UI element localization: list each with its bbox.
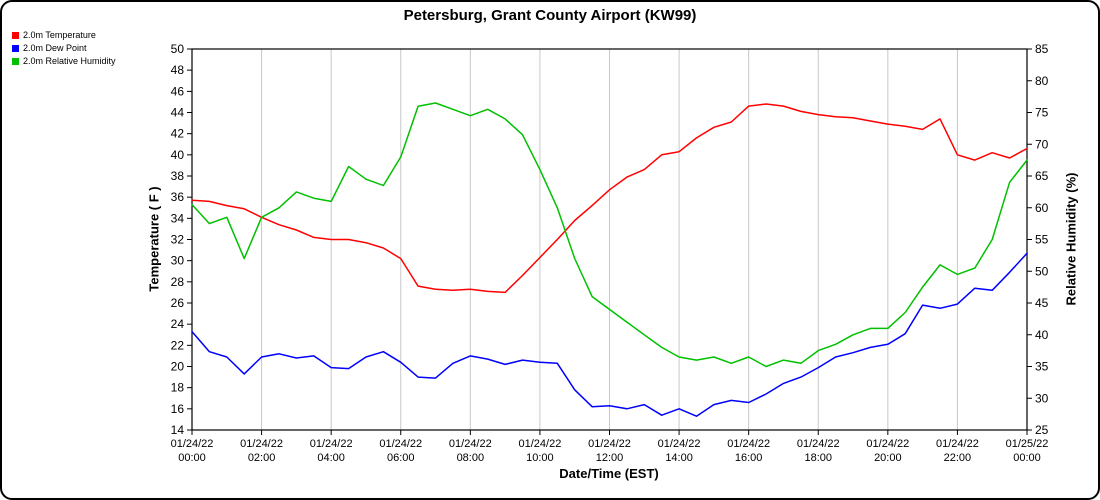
x-axis-title: Date/Time (EST) (559, 466, 659, 481)
x-tick-time-label: 04:00 (317, 452, 345, 464)
left-tick-label: 20 (171, 360, 185, 374)
x-tick-time-label: 00:00 (1013, 452, 1041, 464)
legend-item: 2.0m Temperature (12, 29, 116, 42)
left-tick-label: 46 (171, 84, 185, 98)
x-tick-date-label: 01/24/22 (797, 438, 840, 450)
left-tick-label: 30 (171, 254, 185, 268)
relative-humidity-line (191, 102, 1028, 368)
legend-label: 2.0m Temperature (23, 30, 96, 40)
x-tick-time-label: 02:00 (248, 452, 276, 464)
x-tick-date-label: 01/24/22 (449, 438, 492, 450)
right-tick-label: 45 (1035, 296, 1049, 310)
x-tick-time-label: 16:00 (735, 452, 763, 464)
legend-item: 2.0m Relative Humidity (12, 55, 116, 68)
x-tick-time-label: 14:00 (665, 452, 693, 464)
right-tick-label: 80 (1035, 74, 1049, 88)
legend-swatch (12, 58, 19, 65)
x-tick-time-label: 08:00 (457, 452, 485, 464)
legend-item: 2.0m Dew Point (12, 42, 116, 55)
legend: 2.0m Temperature 2.0m Dew Point 2.0m Relat… (12, 29, 116, 68)
left-tick-label: 26 (171, 296, 185, 310)
dew-point-line (191, 252, 1028, 417)
left-tick-label: 22 (171, 338, 185, 352)
right-tick-label: 70 (1035, 137, 1049, 151)
right-tick-label: 55 (1035, 233, 1049, 247)
x-tick-time-label: 00:00 (178, 452, 206, 464)
right-tick-label: 60 (1035, 201, 1049, 215)
legend-label: 2.0m Relative Humidity (23, 56, 116, 66)
x-tick-time-label: 18:00 (804, 452, 832, 464)
right-tick-label: 75 (1035, 106, 1049, 120)
x-tick-time-label: 10:00 (526, 452, 554, 464)
x-tick-time-label: 22:00 (944, 452, 972, 464)
x-tick-date-label: 01/24/22 (727, 438, 770, 450)
x-tick-date-label: 01/25/22 (1006, 438, 1049, 450)
left-tick-label: 34 (171, 211, 185, 225)
legend-swatch (12, 32, 19, 39)
x-tick-date-label: 01/24/22 (240, 438, 283, 450)
left-tick-label: 16 (171, 402, 185, 416)
x-tick-time-label: 12:00 (596, 452, 624, 464)
x-tick-date-label: 01/24/22 (588, 438, 631, 450)
right-tick-label: 30 (1035, 391, 1049, 405)
left-tick-label: 42 (171, 127, 185, 141)
right-tick-label: 50 (1035, 264, 1049, 278)
legend-swatch (12, 45, 19, 52)
x-tick-date-label: 01/24/22 (658, 438, 701, 450)
x-tick-date-label: 01/24/22 (519, 438, 562, 450)
x-tick-date-label: 01/24/22 (866, 438, 909, 450)
left-tick-label: 38 (171, 169, 185, 183)
temperature-line (191, 103, 1028, 294)
left-tick-label: 48 (171, 63, 185, 77)
x-tick-date-label: 01/24/22 (310, 438, 353, 450)
left-tick-label: 44 (171, 106, 185, 120)
right-tick-label: 40 (1035, 328, 1049, 342)
x-tick-date-label: 01/24/22 (171, 438, 214, 450)
x-tick-time-label: 06:00 (387, 452, 415, 464)
left-tick-label: 32 (171, 233, 185, 247)
left-tick-label: 28 (171, 275, 185, 289)
left-tick-label: 14 (171, 423, 185, 437)
right-tick-label: 65 (1035, 169, 1049, 183)
left-tick-label: 24 (171, 317, 185, 331)
left-tick-label: 18 (171, 381, 185, 395)
left-tick-label: 36 (171, 190, 185, 204)
chart-title: Petersburg, Grant County Airport (KW99) (403, 7, 697, 24)
left-tick-label: 50 (171, 42, 185, 56)
legend-label: 2.0m Dew Point (23, 43, 87, 53)
x-tick-time-label: 20:00 (874, 452, 902, 464)
right-tick-label: 85 (1035, 42, 1049, 56)
right-tick-label: 35 (1035, 360, 1049, 374)
x-tick-date-label: 01/24/22 (379, 438, 422, 450)
right-tick-label: 25 (1035, 423, 1049, 437)
x-tick-date-label: 01/24/22 (936, 438, 979, 450)
left-tick-label: 40 (171, 148, 185, 162)
